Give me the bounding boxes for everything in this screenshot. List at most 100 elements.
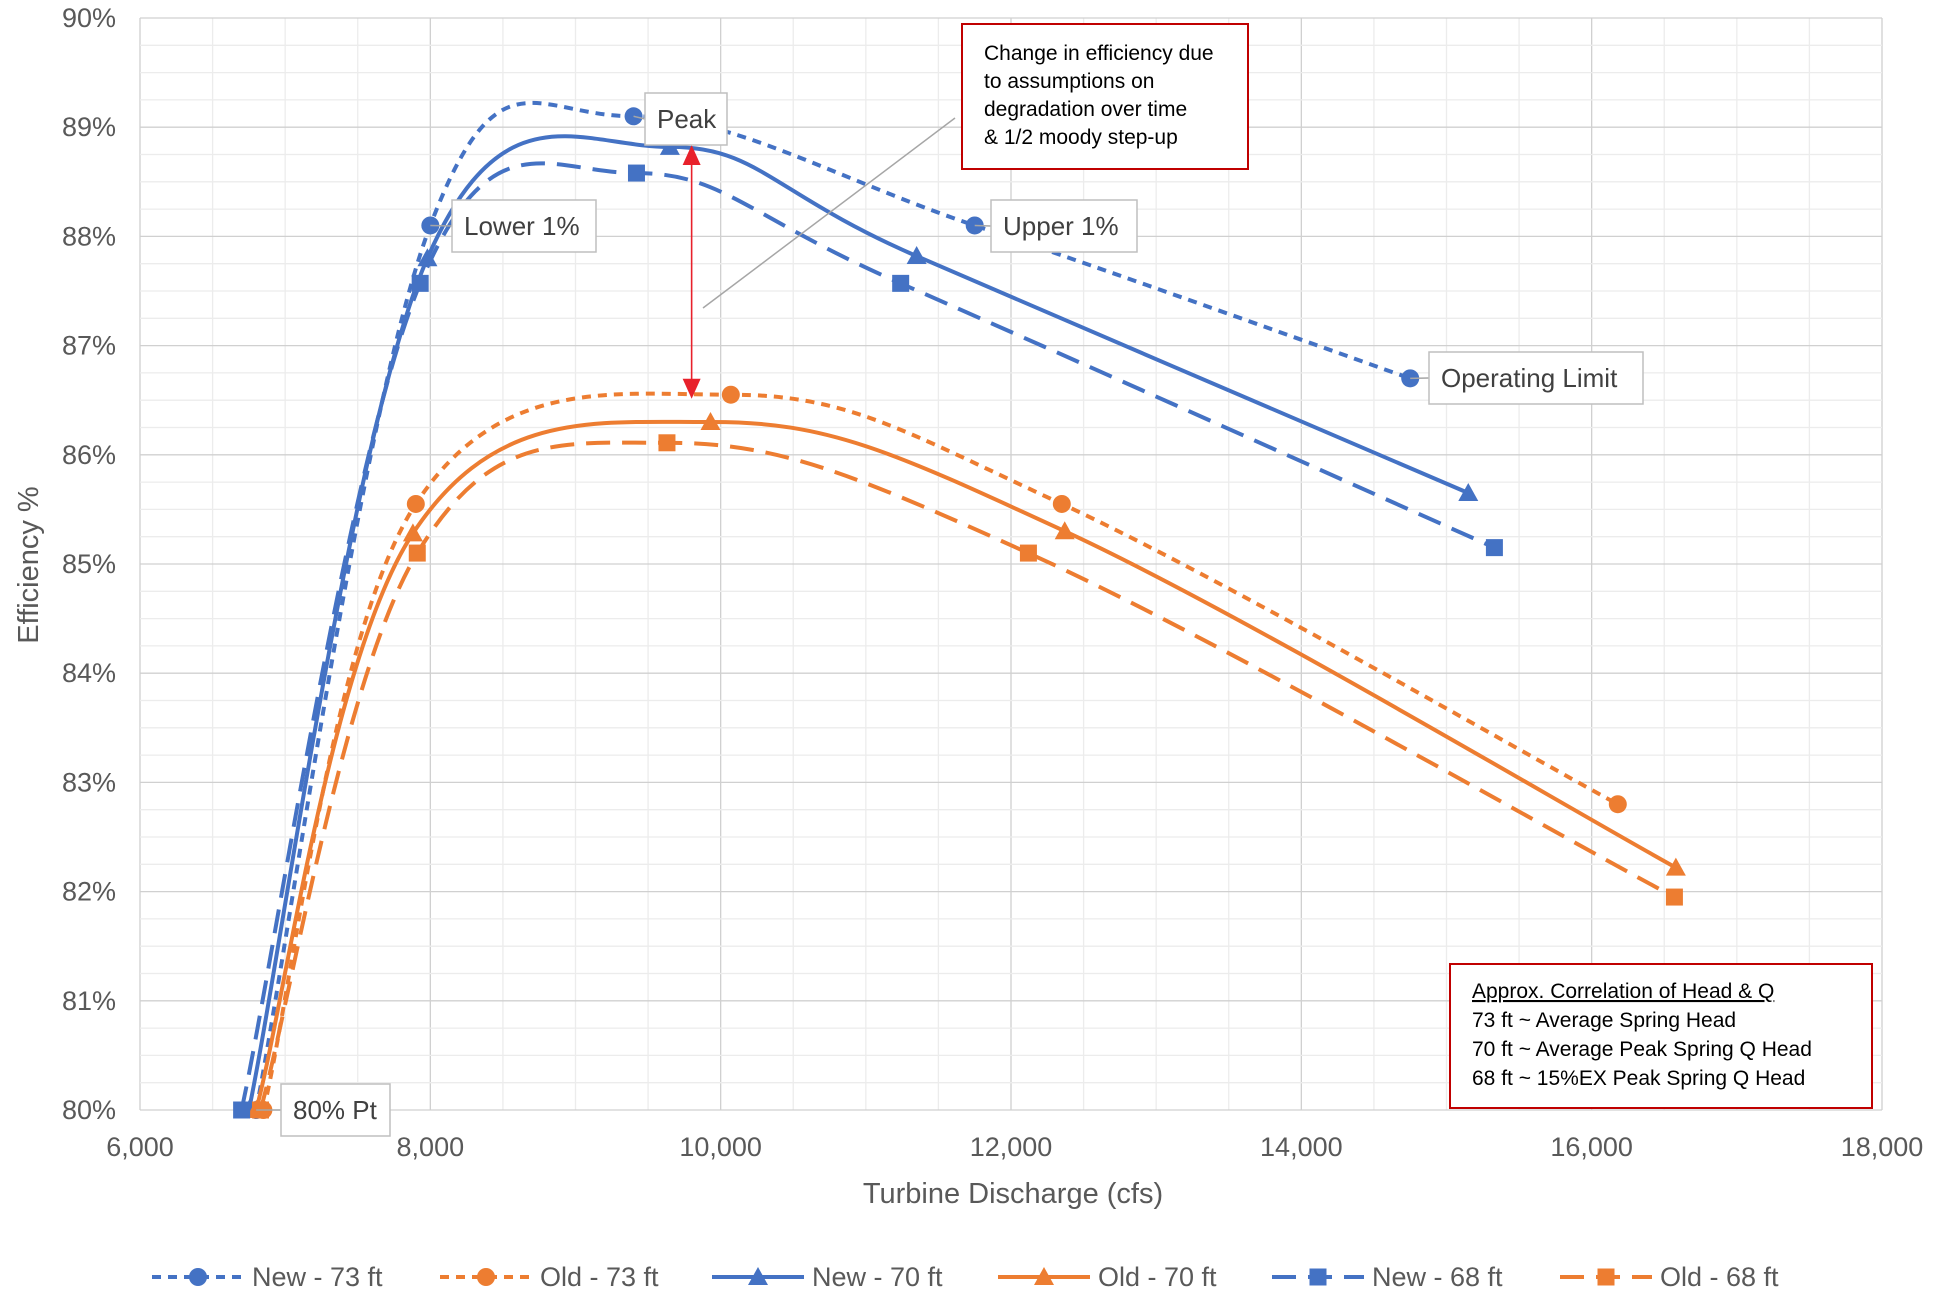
x-tick-label: 8,000	[397, 1132, 465, 1162]
x-tick-label: 16,000	[1550, 1132, 1633, 1162]
note-line: to assumptions on	[984, 70, 1154, 93]
legend-label: New - 73 ft	[252, 1262, 383, 1292]
data-point-circle	[721, 385, 740, 404]
callout-box	[644, 92, 728, 146]
legend-label: Old - 73 ft	[540, 1262, 659, 1292]
correlation-line: 70 ft ~ Average Peak Spring Q Head	[1472, 1038, 1812, 1061]
difference-arrow	[682, 145, 701, 399]
series-old-68-ft	[251, 434, 1683, 1119]
series-line	[254, 100, 1411, 1111]
data-point-square	[411, 274, 429, 292]
y-tick-label: 90%	[62, 3, 116, 33]
callout-label: Operating Limit	[1441, 363, 1618, 393]
callout-label: Upper 1%	[1003, 211, 1119, 241]
x-tick-label: 18,000	[1841, 1132, 1924, 1162]
data-point-square	[1485, 539, 1503, 557]
note-box	[961, 23, 1249, 170]
y-tick-label: 81%	[62, 986, 116, 1016]
legend-swatch-marker	[1034, 1267, 1054, 1285]
data-point-circle	[1052, 494, 1071, 513]
legend-item: Old - 73 ft	[440, 1262, 659, 1292]
data-point-square	[1019, 544, 1037, 562]
callout-layer: Peak Lower 1% Upper 1% Operating Limit 80% P…	[256, 23, 1873, 1137]
data-point-square	[892, 274, 910, 292]
data-point-triangle	[1054, 521, 1075, 540]
correlation-box	[1449, 963, 1873, 1109]
y-tick-label: 83%	[62, 767, 116, 797]
callout-leader	[974, 224, 992, 227]
upper-1-callout: Upper 1%	[974, 199, 1138, 253]
data-point-triangle	[1458, 483, 1479, 502]
callout-box	[280, 1083, 391, 1137]
callout-leader	[633, 115, 646, 120]
peak-callout: Peak	[633, 92, 728, 146]
gridlines	[139, 17, 1883, 1111]
x-tick-label: 6,000	[106, 1132, 174, 1162]
x-axis-title: Turbine Discharge (cfs)	[863, 1178, 1163, 1210]
data-point-triangle	[417, 248, 438, 267]
operating-limit-callout: Operating Limit	[1410, 351, 1644, 405]
data-point-circle	[406, 494, 425, 513]
axes: 80% 81% 82% 83% 84% 85% 86% 87% 88% 89% 90% 6,000 8,…	[62, 3, 1923, 1162]
legend-label: New - 68 ft	[1372, 1262, 1503, 1292]
callout-box	[451, 199, 597, 253]
data-point-square	[233, 1101, 251, 1119]
legend-swatch-marker	[748, 1267, 768, 1285]
legend-item: Old - 70 ft	[998, 1262, 1217, 1292]
legend-item: New - 73 ft	[152, 1262, 383, 1292]
legend-item: New - 68 ft	[1272, 1262, 1503, 1292]
note-line: Change in efficiency due	[984, 42, 1214, 65]
y-tick-label: 80%	[62, 1095, 116, 1125]
y-tick-label: 86%	[62, 440, 116, 470]
callout-leader	[430, 224, 453, 227]
legend-item: New - 70 ft	[712, 1262, 943, 1292]
legend-label: Old - 68 ft	[1660, 1262, 1779, 1292]
series-line	[258, 440, 1676, 1111]
series-line	[239, 161, 1496, 1111]
arrow-head-down	[682, 378, 701, 399]
data-point-triangle	[659, 136, 680, 155]
callout-box	[990, 199, 1138, 253]
arrow-head-up	[682, 145, 701, 166]
data-point-circle	[1608, 795, 1627, 814]
eighty-pct-callout: 80% Pt	[256, 1083, 391, 1137]
series-line	[246, 134, 1470, 1111]
note-leader	[702, 117, 956, 309]
data-point-square	[658, 434, 676, 452]
data-point-triangle	[906, 246, 927, 265]
y-tick-label: 82%	[62, 877, 116, 907]
x-tick-label: 14,000	[1260, 1132, 1343, 1162]
correlation-title: Approx. Correlation of Head & Q	[1472, 980, 1774, 1003]
callout-label: Peak	[657, 104, 717, 134]
x-tick-label: 12,000	[970, 1132, 1053, 1162]
correlation-line: 68 ft ~ 15%EX Peak Spring Q Head	[1472, 1067, 1805, 1090]
data-point-square	[1665, 888, 1683, 906]
data-point-triangle	[700, 412, 721, 431]
legend-swatch-marker	[477, 1268, 495, 1286]
correlation-line: 73 ft ~ Average Spring Head	[1472, 1009, 1736, 1032]
callout-box	[1428, 351, 1644, 405]
data-point-square	[627, 164, 645, 182]
callout-label: Lower 1%	[464, 211, 580, 241]
series-layer	[233, 100, 1686, 1119]
legend-item: Old - 68 ft	[1560, 1262, 1779, 1292]
data-point-triangle	[1665, 857, 1686, 876]
y-tick-label: 84%	[62, 658, 116, 688]
data-point-square	[408, 544, 426, 562]
legend-label: New - 70 ft	[812, 1262, 943, 1292]
data-point-triangle	[402, 523, 423, 542]
callout-label: 80% Pt	[293, 1095, 378, 1125]
series-new-68-ft	[233, 161, 1503, 1119]
legend-swatch-marker	[1309, 1268, 1327, 1286]
legend: New - 73 ft Old - 73 ft New - 70 ft Old - 7…	[152, 1262, 1779, 1292]
efficiency-change-note: Change in efficiency due to assumptions o…	[702, 23, 1249, 309]
legend-label: Old - 70 ft	[1098, 1262, 1217, 1292]
y-axis-title: Efficiency %	[13, 486, 45, 643]
note-line: degradation over time	[984, 98, 1187, 121]
y-tick-label: 88%	[62, 221, 116, 251]
x-tick-label: 10,000	[679, 1132, 762, 1162]
y-tick-label: 89%	[62, 112, 116, 142]
legend-swatch-marker	[189, 1268, 207, 1286]
note-line: & 1/2 moody step-up	[984, 126, 1178, 149]
y-tick-label: 87%	[62, 331, 116, 361]
